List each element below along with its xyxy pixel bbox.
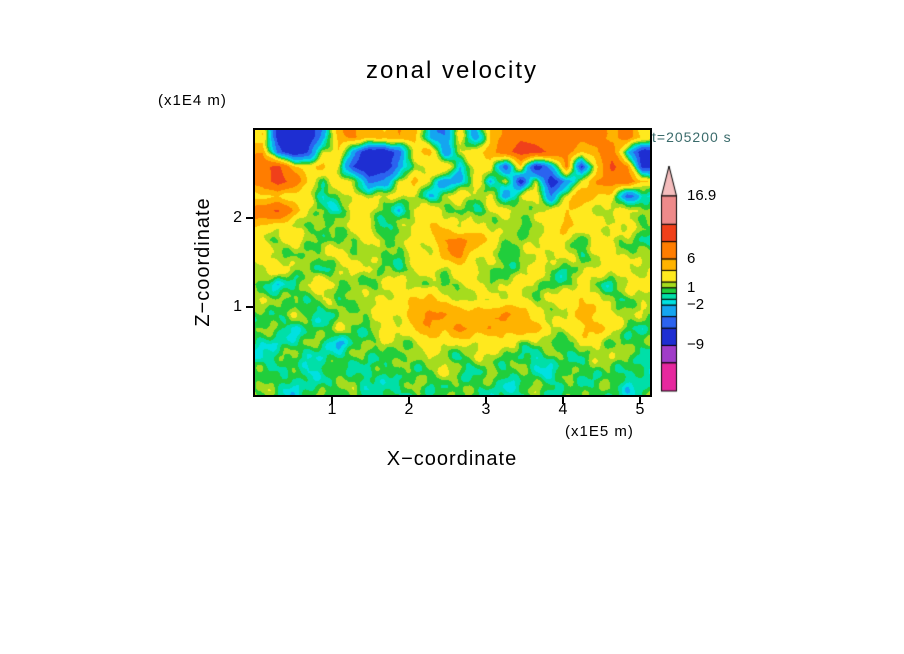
heatmap-canvas xyxy=(255,130,650,395)
x-axis-tick xyxy=(561,397,564,404)
z-axis-tick xyxy=(246,305,253,308)
z-axis-label: Z−coordinate xyxy=(192,197,214,327)
x-tick-label: 5 xyxy=(635,401,645,418)
x-axis-tick xyxy=(407,397,410,404)
z-tick-label: 1 xyxy=(233,297,242,315)
x-units-label: (x1E5 m) xyxy=(565,423,634,440)
z-units-label: (x1E4 m) xyxy=(158,92,227,109)
x-tick-label: 3 xyxy=(481,401,491,418)
colorbar-label: −9 xyxy=(687,336,705,354)
chart-title: zonal velocity xyxy=(365,57,539,84)
x-axis-tick xyxy=(330,397,333,404)
x-tick-label: 1 xyxy=(327,401,337,418)
z-axis-tick xyxy=(246,217,253,220)
x-axis-label: X−coordinate xyxy=(386,448,518,470)
colorbar-label: 16.9 xyxy=(687,187,717,204)
x-axis-tick xyxy=(484,397,487,404)
colorbar-label: 6 xyxy=(687,249,696,267)
z-tick-label: 2 xyxy=(233,209,242,227)
x-axis-tick xyxy=(638,397,641,404)
colorbar-canvas xyxy=(658,163,680,395)
x-tick-label: 4 xyxy=(558,401,568,418)
x-tick-label: 2 xyxy=(404,401,414,418)
colorbar-label: −2 xyxy=(687,296,705,314)
colorbar-label: 1 xyxy=(687,278,696,296)
time-label: t=205200 s xyxy=(652,129,732,145)
